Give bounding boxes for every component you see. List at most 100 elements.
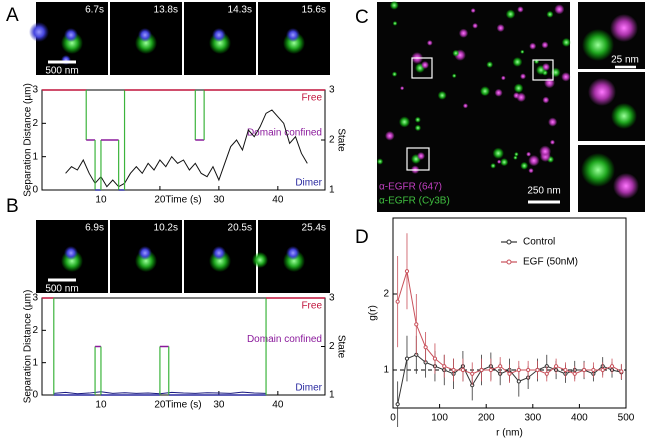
fluorescent-spot [542, 96, 550, 104]
data-point [460, 367, 465, 373]
panel-label: C [355, 7, 369, 28]
fluorescent-spot [462, 103, 469, 109]
plot-frame [41, 89, 326, 191]
fluorescent-spot [505, 9, 516, 19]
fluorescent-spot [414, 124, 422, 132]
data-point [572, 371, 577, 376]
data-point [581, 367, 587, 373]
y2-tick-label: 3 [329, 293, 335, 304]
x-tick-label: 100 [431, 413, 448, 424]
data-point [535, 367, 540, 373]
y-axis-label: Separation Distance (µm) [23, 290, 34, 404]
fluorescent-spot [500, 158, 509, 167]
data-point [432, 356, 438, 361]
inset-scale-label: 25 nm [611, 55, 639, 66]
fluorescent-spot [529, 42, 537, 50]
state-label: Free [301, 93, 322, 104]
fluorescent-spot [550, 67, 561, 78]
fluorescent-spot [212, 28, 226, 42]
fluorescent-spot [376, 158, 384, 165]
channel-label: α-EGFR (647) [379, 182, 442, 193]
data-point [423, 345, 428, 350]
roi-box [406, 147, 430, 171]
legend-label: EGF (50nM) [523, 257, 578, 268]
fluorescent-spot [497, 159, 502, 164]
fluorescent-spot [138, 246, 152, 260]
data-point [516, 379, 521, 384]
fluorescent-spot [138, 28, 152, 42]
fluorescent-spot [64, 28, 78, 42]
data-point [526, 367, 531, 373]
legend-marker [506, 259, 512, 265]
timestamp: 6.7s [85, 5, 104, 16]
fluorescent-spot [391, 71, 398, 77]
state-label: Free [301, 301, 322, 312]
data-point [507, 371, 512, 376]
roi-box [411, 57, 433, 79]
data-point [563, 367, 568, 373]
data-point [404, 356, 410, 361]
fluorescent-spot [426, 40, 433, 46]
fluorescent-spot [417, 152, 425, 160]
panel-label: D [355, 227, 369, 248]
data-point [479, 367, 484, 373]
fluorescent-spot [581, 153, 615, 187]
fluorescent-spot [526, 151, 532, 157]
x-tick-label: 0 [390, 413, 396, 424]
roi-box [532, 59, 554, 81]
legend-marker [506, 239, 512, 245]
fluorescent-spot [517, 6, 524, 13]
data-point [516, 367, 521, 373]
data-point [395, 402, 400, 407]
legend-label: Control [523, 237, 555, 248]
fluorescent-spot [212, 246, 226, 260]
fluorescent-spot [472, 22, 478, 29]
data-point [498, 364, 503, 369]
fluorescent-spot [613, 173, 639, 199]
y2-tick-label: 3 [329, 85, 335, 96]
fluorescent-spot [479, 86, 491, 97]
data-point [404, 269, 410, 274]
data-point [451, 367, 456, 373]
fluorescent-spot [398, 116, 411, 128]
fluorescent-spot [414, 116, 421, 123]
fluorescent-spot [286, 28, 300, 42]
y2-tick-label: 1 [329, 390, 335, 401]
channel-label: α-EGFR (Cy3B) [379, 196, 450, 207]
fluorescent-spot [546, 10, 554, 18]
fluorescent-spot [520, 73, 527, 80]
series-line [397, 271, 622, 375]
y-tick-label: 3 [32, 85, 38, 96]
x-tick-label: 30 [213, 195, 225, 206]
fluorescent-spot [561, 72, 571, 82]
data-point [554, 364, 559, 369]
x-tick-label: 30 [213, 400, 225, 411]
series-line [65, 109, 308, 188]
fluorescent-spot [437, 90, 447, 100]
y-tick-label: 1 [32, 151, 38, 162]
y-axis-label: g(r) [368, 305, 379, 321]
x-tick-label: 20 [154, 195, 166, 206]
fluorescent-spot [252, 252, 268, 268]
x-tick-label: 10 [95, 195, 107, 206]
plot-frame [392, 217, 627, 409]
x-axis-label: Time (s) [165, 400, 201, 411]
fluorescent-spot [496, 24, 505, 33]
x-tick-label: 200 [478, 413, 495, 424]
fluorescent-spot [458, 28, 469, 38]
y2-tick-label: 2 [329, 341, 335, 352]
fluorescent-spot [389, 0, 399, 10]
timestamp: 13.8s [154, 5, 178, 16]
y-tick-label: 0 [32, 390, 38, 401]
plot-frame [41, 297, 326, 396]
fluorescent-spot [548, 117, 558, 127]
y-axis-label: Separation Distance (µm) [23, 83, 34, 197]
fluorescent-spot [611, 103, 637, 129]
y-tick-label: 1 [383, 365, 389, 376]
data-point [488, 367, 493, 373]
state-label: Dimer [295, 178, 322, 189]
fluorescent-spot [520, 49, 525, 54]
fluorescent-spot [400, 86, 405, 91]
fluorescent-spot [516, 92, 526, 103]
